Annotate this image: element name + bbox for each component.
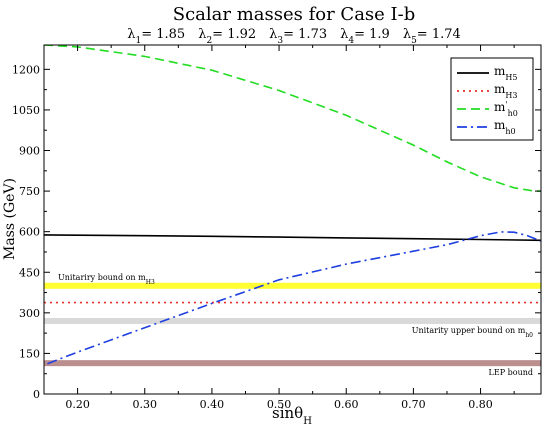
band-0 [44,282,541,289]
x-axis-label: sinθH [272,404,312,427]
series-lines [44,45,541,365]
legend-label-0: mH5 [494,64,517,82]
y-axis-label: Mass (GeV) [2,178,18,260]
y-tick-label-0: 0 [33,388,40,401]
y-tick-label-3: 450 [19,266,40,279]
legend-label-2: m'h0 [494,100,518,118]
x-tick-label-3: 0.50 [267,398,292,411]
band-1 [44,317,541,324]
x-tick-label-5: 0.70 [401,398,426,411]
x-tick-label-1: 0.30 [132,398,157,411]
x-tick-label-4: 0.60 [334,398,359,411]
y-tick-label-6: 900 [19,145,40,158]
y-tick-label-7: 1050 [12,104,40,117]
series-line-0 [44,234,541,242]
legend-label-3: mh0 [494,118,516,136]
chart-title: Scalar masses for Case I-b [173,4,416,25]
band-label-1: Unitarity upper bound on mh0 [412,326,533,339]
plot-frame [43,44,542,395]
y-tick-label-8: 1200 [12,63,40,76]
band-label-2: LEP bound [489,368,533,377]
y-tick-label-1: 150 [19,347,40,360]
x-axis: 0.20 0.30 0.40 0.50 0.60 0.70 0.80 [43,45,515,411]
band-label-0: Unitariry bound on mH3 [58,273,155,286]
band-2 [44,360,541,367]
bound-bands: Unitariry bound on mH3 Unitarity upper bo… [44,273,541,377]
y-tick-label-5: 750 [19,185,40,198]
chart-subtitle: λ1= 1.85 λ2= 1.92 λ3= 1.73 λ4= 1.9 λ5= 1… [127,27,461,46]
x-tick-label-6: 0.80 [468,398,493,411]
y-tick-label-4: 600 [19,226,40,239]
y-axis: 0 150 300 450 600 750 900 1050 1200 [12,63,541,401]
x-tick-label-2: 0.40 [200,398,225,411]
x-tick-label-0: 0.20 [65,398,90,411]
y-tick-label-2: 300 [19,307,40,320]
series-line-2 [44,45,541,192]
legend-label-1: mH3 [494,82,517,100]
series-line-3 [47,231,541,365]
